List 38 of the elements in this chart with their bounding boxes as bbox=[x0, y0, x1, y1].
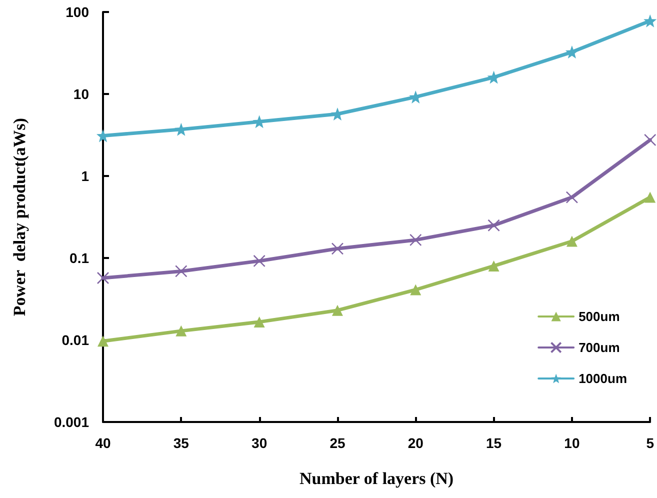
x-tick-label: 35 bbox=[173, 435, 190, 451]
point bbox=[566, 191, 578, 204]
x-tick-label: 40 bbox=[95, 435, 111, 451]
point bbox=[176, 325, 187, 336]
point bbox=[410, 284, 422, 296]
y-axis-title: Power delay product(aWs) bbox=[10, 118, 29, 316]
point bbox=[566, 236, 578, 247]
point bbox=[487, 70, 500, 84]
point bbox=[254, 316, 265, 328]
y-tick-label: 0.1 bbox=[70, 250, 90, 266]
point bbox=[488, 219, 500, 232]
point bbox=[96, 272, 110, 284]
legend-label: 1000um bbox=[578, 371, 627, 386]
x-tick-label: 25 bbox=[330, 435, 346, 451]
point bbox=[331, 242, 344, 255]
point bbox=[332, 304, 343, 316]
point bbox=[175, 265, 188, 278]
legend-label: 500um bbox=[578, 309, 620, 324]
x-axis-title: Number of layers (N) bbox=[300, 469, 454, 488]
point bbox=[644, 14, 657, 28]
y-tick-label: 100 bbox=[66, 4, 90, 20]
x-tick-label: 15 bbox=[486, 435, 502, 451]
y-tick-label: 1 bbox=[81, 168, 90, 184]
point bbox=[253, 254, 266, 268]
x-tick-label: 20 bbox=[408, 435, 424, 451]
point bbox=[409, 234, 422, 246]
x-tick-label: 30 bbox=[252, 435, 268, 451]
legend-label: 700um bbox=[578, 340, 620, 355]
point bbox=[98, 336, 108, 347]
y-tick-label: 0.001 bbox=[54, 414, 90, 430]
x-tick-label: 5 bbox=[646, 435, 654, 451]
y-tick-label: 0.01 bbox=[62, 332, 90, 348]
x-tick-label: 10 bbox=[564, 435, 580, 451]
point bbox=[565, 46, 578, 59]
point bbox=[644, 192, 656, 203]
point bbox=[644, 134, 656, 146]
point bbox=[488, 260, 500, 272]
y-tick-label: 10 bbox=[73, 86, 90, 102]
